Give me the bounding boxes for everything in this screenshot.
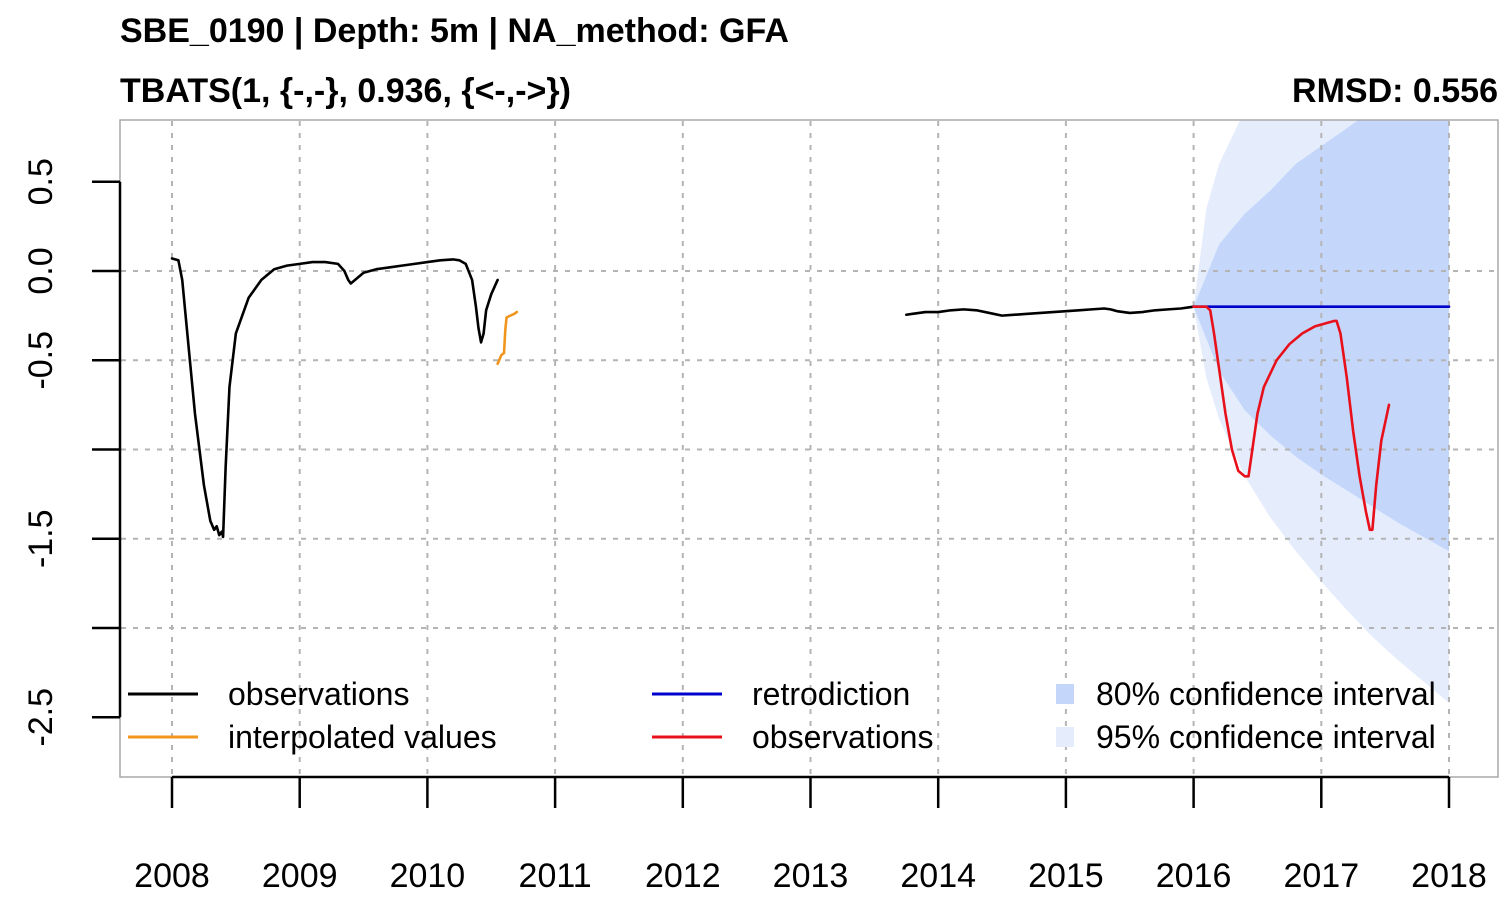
y-tick-label: -0.5 <box>22 331 60 390</box>
legend-item: observations <box>128 676 409 712</box>
x-axis: 2008 2009 2010 2011 2012 2013 2014 2015 2016 2017… <box>134 775 1487 895</box>
x-tick-label: 2016 <box>1156 857 1232 895</box>
legend-label: 80% confidence interval <box>1096 676 1436 712</box>
series-observations_train_a <box>170 257 499 539</box>
x-tick-label: 2017 <box>1283 857 1359 895</box>
legend: observations interpolated values retrodict… <box>128 676 1436 755</box>
legend-item: 80% confidence interval <box>1056 676 1436 712</box>
legend-label: observations <box>228 676 409 712</box>
x-tick-label: 2015 <box>1028 857 1104 895</box>
legend-item: retrodiction <box>652 676 910 712</box>
x-tick-label: 2014 <box>900 857 976 895</box>
chart-title: SBE_0190 | Depth: 5m | NA_method: GFA <box>120 12 789 50</box>
y-axis: 0.5 0.0 -0.5 -1.5 -2.5 <box>22 158 122 747</box>
x-tick-label: 2012 <box>645 857 721 895</box>
legend-label: observations <box>752 719 933 755</box>
y-tick-label: -2.5 <box>22 688 60 747</box>
x-tick-label: 2010 <box>390 857 466 895</box>
x-tick-label: 2018 <box>1411 857 1487 895</box>
series <box>170 257 1451 539</box>
x-tick-label: 2013 <box>773 857 849 895</box>
grid <box>121 121 1497 776</box>
series-observations_test <box>1192 305 1391 532</box>
legend-label: retrodiction <box>752 676 910 712</box>
legend-swatch-box <box>1056 727 1074 747</box>
chart-subtitle: TBATS(1, {-,-}, 0.936, {<-,->}) <box>120 72 571 110</box>
rmsd-label: RMSD: 0.556 <box>1292 72 1498 110</box>
legend-label: 95% confidence interval <box>1096 719 1436 755</box>
series-observations_train_b <box>904 305 1195 317</box>
x-tick-label: 2008 <box>134 857 210 895</box>
legend-item: interpolated values <box>128 719 497 755</box>
legend-swatch-box <box>1056 684 1074 704</box>
legend-item: observations <box>652 719 933 755</box>
series-interpolated_values <box>496 310 519 366</box>
y-tick-label: 0.5 <box>22 158 60 205</box>
legend-label: interpolated values <box>228 719 497 755</box>
y-tick-label: 0.0 <box>22 247 60 294</box>
x-tick-label: 2011 <box>519 857 592 895</box>
x-tick-label: 2009 <box>262 857 338 895</box>
legend-item: 95% confidence interval <box>1056 719 1436 755</box>
y-tick-label: -1.5 <box>22 509 60 568</box>
ci80-band <box>1193 120 1449 552</box>
